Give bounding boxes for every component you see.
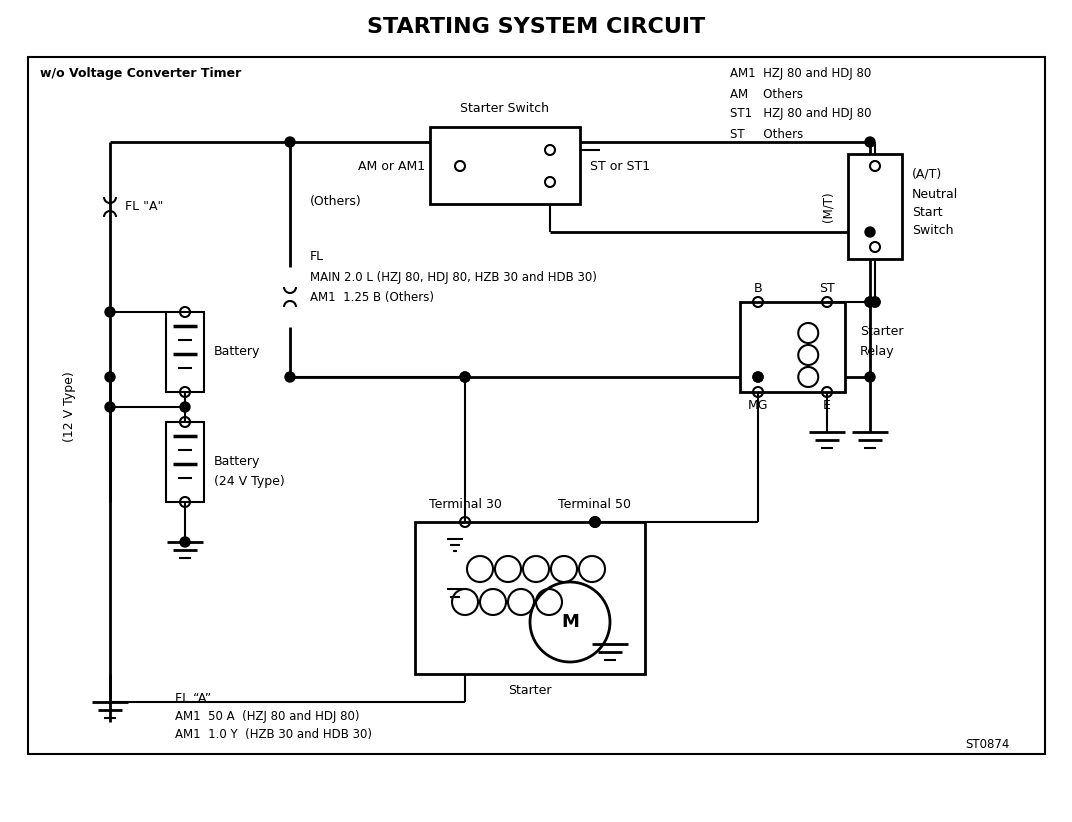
Circle shape <box>105 307 115 317</box>
Text: Start: Start <box>912 206 942 219</box>
Circle shape <box>865 297 875 307</box>
Text: AM    Others: AM Others <box>730 87 803 100</box>
Text: Starter: Starter <box>860 326 904 339</box>
Circle shape <box>460 372 470 382</box>
Bar <box>166 312 204 392</box>
Text: Battery: Battery <box>214 455 260 469</box>
Text: AM or AM1: AM or AM1 <box>358 159 425 173</box>
Text: (Others): (Others) <box>310 196 361 209</box>
Circle shape <box>870 297 880 307</box>
Text: (12 V Type): (12 V Type) <box>63 372 76 442</box>
Circle shape <box>865 297 875 307</box>
Circle shape <box>870 297 880 307</box>
Text: AM1  1.0 Y  (HZB 30 and HDB 30): AM1 1.0 Y (HZB 30 and HDB 30) <box>175 728 372 741</box>
Circle shape <box>865 137 875 147</box>
Circle shape <box>753 372 763 382</box>
Text: M: M <box>561 613 579 631</box>
Text: AM1  50 A  (HZJ 80 and HDJ 80): AM1 50 A (HZJ 80 and HDJ 80) <box>175 710 359 723</box>
Text: Terminal 50: Terminal 50 <box>559 497 631 510</box>
Text: Battery: Battery <box>214 345 260 358</box>
Circle shape <box>180 537 190 547</box>
Circle shape <box>590 517 600 527</box>
Text: AM1  1.25 B (Others): AM1 1.25 B (Others) <box>310 290 434 303</box>
Text: Terminal 30: Terminal 30 <box>429 497 502 510</box>
Circle shape <box>865 372 875 382</box>
Bar <box>28 57 1045 754</box>
Circle shape <box>105 372 115 382</box>
Circle shape <box>285 372 295 382</box>
Text: ST1   HZJ 80 and HDJ 80: ST1 HZJ 80 and HDJ 80 <box>730 108 872 121</box>
Circle shape <box>753 372 763 382</box>
Text: ST     Others: ST Others <box>730 127 803 141</box>
Text: ST: ST <box>819 281 835 294</box>
Text: (24 V Type): (24 V Type) <box>214 475 285 488</box>
Bar <box>848 154 902 259</box>
Text: Relay: Relay <box>860 345 895 358</box>
Text: B: B <box>754 281 762 294</box>
Text: MG: MG <box>748 399 769 413</box>
Text: Neutral: Neutral <box>912 187 958 201</box>
Text: ST0874: ST0874 <box>966 737 1010 750</box>
Bar <box>415 522 645 674</box>
Text: ST or ST1: ST or ST1 <box>590 159 650 173</box>
Text: STARTING SYSTEM CIRCUIT: STARTING SYSTEM CIRCUIT <box>367 17 705 37</box>
Circle shape <box>105 402 115 412</box>
Text: FL "A": FL "A" <box>125 201 163 214</box>
Text: w/o Voltage Converter Timer: w/o Voltage Converter Timer <box>40 67 241 81</box>
Text: FL: FL <box>310 251 324 264</box>
Text: (A/T): (A/T) <box>912 168 942 181</box>
Circle shape <box>865 227 875 237</box>
Bar <box>740 302 845 392</box>
Text: (M/T): (M/T) <box>821 192 834 222</box>
Text: E: E <box>823 399 831 413</box>
Text: Switch: Switch <box>912 224 953 237</box>
Circle shape <box>180 402 190 412</box>
Bar <box>430 127 580 204</box>
Text: AM1  HZJ 80 and HDJ 80: AM1 HZJ 80 and HDJ 80 <box>730 67 872 81</box>
Text: MAIN 2.0 L (HZJ 80, HDJ 80, HZB 30 and HDB 30): MAIN 2.0 L (HZJ 80, HDJ 80, HZB 30 and H… <box>310 270 597 284</box>
Text: Starter Switch: Starter Switch <box>461 103 550 116</box>
Text: FL “A”: FL “A” <box>175 692 211 705</box>
Text: Starter: Starter <box>508 684 552 696</box>
Circle shape <box>460 372 470 382</box>
Circle shape <box>285 137 295 147</box>
Bar <box>166 422 204 502</box>
